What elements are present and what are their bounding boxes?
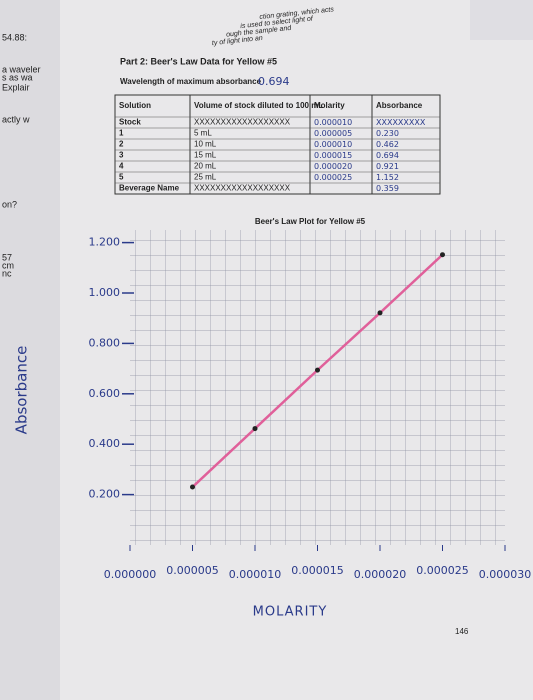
- wavelength-value: 0.694: [258, 75, 290, 88]
- y-tick-label: 0.600: [89, 387, 121, 400]
- table-cell: 1.152: [376, 173, 399, 182]
- table-cell: 0.359: [376, 184, 399, 193]
- left-fragment: s as wa: [2, 72, 33, 82]
- column-header: Solution: [119, 101, 151, 110]
- data-point: [440, 252, 445, 258]
- table-cell: 0.000010: [314, 118, 352, 127]
- table-cell: Beverage Name: [119, 184, 180, 193]
- data-point: [377, 310, 383, 316]
- table-cell: 4: [119, 162, 124, 171]
- x-tick-label: 0.000010: [229, 568, 282, 581]
- table-cell: 3: [119, 151, 124, 160]
- left-fragment: 54.88:: [2, 32, 27, 42]
- chart-title: Beer's Law Plot for Yellow #5: [255, 217, 366, 226]
- y-tick-label: 1.200: [89, 236, 121, 249]
- left-fragment: cm: [2, 260, 14, 270]
- column-header: Volume of stock diluted to 100 mL: [194, 101, 323, 110]
- part-title: Part 2: Beer's Law Data for Yellow #5: [120, 56, 277, 66]
- page-number: 146: [455, 627, 469, 636]
- data-point: [315, 367, 320, 373]
- table-cell: 0.000010: [314, 140, 352, 149]
- table-cell: 5 mL: [194, 129, 212, 138]
- table-cell: 0.230: [376, 129, 399, 138]
- left-fragment: actly w: [2, 114, 30, 124]
- table-cell: Stock: [119, 118, 141, 127]
- left-fragment: on?: [2, 199, 17, 209]
- table-cell: 2: [119, 140, 124, 149]
- y-tick-label: 0.400: [89, 437, 121, 450]
- left-fragment: Explair: [2, 82, 30, 92]
- table-cell: 0.694: [376, 151, 399, 160]
- table-cell: XXXXXXXXXXXXXXXXXX: [194, 184, 291, 193]
- table-cell: 0.462: [376, 140, 399, 149]
- data-point: [252, 426, 258, 432]
- y-tick-label: 0.800: [89, 336, 121, 349]
- graph-paper: [130, 230, 505, 545]
- table-cell: 0.000005: [314, 129, 352, 138]
- table-cell: 0.000015: [314, 151, 352, 160]
- table-cell: 0.921: [376, 162, 399, 171]
- x-tick-label: 0.000020: [354, 568, 407, 581]
- table-cell: 10 mL: [194, 140, 217, 149]
- table-cell: 5: [119, 173, 124, 182]
- column-header: Absorbance: [376, 101, 423, 110]
- y-tick-label: 1.000: [89, 286, 121, 299]
- table-border: [114, 94, 441, 195]
- left-fragment: nc: [2, 268, 12, 278]
- data-point: [190, 484, 195, 490]
- table-cell: 25 mL: [194, 173, 217, 182]
- x-tick-label: 0.000030: [479, 568, 532, 581]
- y-axis-label: Absorbance: [13, 346, 31, 435]
- table-cell: 20 mL: [194, 162, 217, 171]
- diagram-box: [470, 0, 533, 40]
- table-cell: 0.000025: [314, 173, 352, 182]
- left-page: [0, 0, 60, 700]
- table-cell: XXXXXXXXXXXXXXXXXX: [194, 118, 291, 127]
- left-fragment: 57: [2, 252, 12, 262]
- table-cell: 0.000020: [314, 162, 352, 171]
- table-cell: 15 mL: [194, 151, 217, 160]
- table-cell: XXXXXXXXX: [376, 118, 426, 127]
- x-tick-label: 0.000000: [104, 568, 157, 581]
- wavelength-label: Wavelength of maximum absorbance: [120, 77, 262, 86]
- table-cell: 1: [119, 129, 124, 138]
- left-fragment: a waveler: [2, 64, 41, 74]
- x-tick-label: 0.000015: [291, 564, 344, 577]
- x-tick-label: 0.000025: [416, 564, 469, 577]
- x-tick-label: 0.000005: [166, 564, 219, 577]
- x-axis-label: MOLARITY: [253, 605, 328, 620]
- column-header: Molarity: [314, 101, 345, 110]
- y-tick-label: 0.200: [89, 488, 121, 501]
